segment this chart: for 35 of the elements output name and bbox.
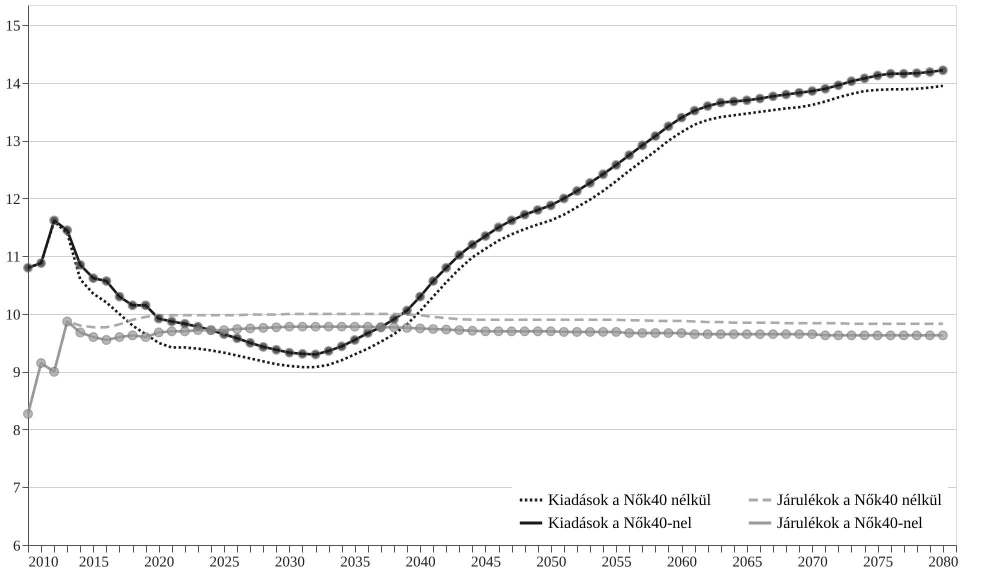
point bbox=[62, 316, 72, 326]
x-tick-label: 2020 bbox=[144, 554, 174, 570]
x-tick-label: 2015 bbox=[78, 554, 109, 570]
x-tick-label: 2035 bbox=[340, 554, 370, 570]
y-tick-label: 9 bbox=[13, 365, 20, 382]
x-tick-label: 2040 bbox=[406, 554, 436, 570]
x-tick-label: 2065 bbox=[732, 554, 762, 570]
point bbox=[36, 358, 46, 368]
x-tick-label: 2025 bbox=[210, 554, 240, 570]
x-tick-label: 2075 bbox=[863, 554, 894, 570]
point bbox=[23, 262, 33, 273]
y-tick-label: 10 bbox=[6, 307, 20, 324]
legend-label: Járulékok a Nők40-nel bbox=[777, 515, 924, 532]
y-tick-label: 14 bbox=[6, 76, 21, 92]
x-tick-label: 2055 bbox=[602, 554, 632, 570]
x-tick-label: 2010 bbox=[28, 554, 58, 570]
x-tick-label: 2045 bbox=[470, 554, 501, 570]
x-tick-label: 2070 bbox=[798, 554, 828, 570]
x-tick-label: 2080 bbox=[928, 554, 958, 570]
point bbox=[36, 258, 46, 268]
y-tick-label: 7 bbox=[13, 480, 21, 497]
legend-label: Járulékok a Nők40 nélkül bbox=[777, 492, 942, 509]
legend-label: Kiadások a Nők40 nélkül bbox=[548, 492, 712, 509]
y-tick-label: 15 bbox=[6, 18, 20, 35]
x-tick-label: 2030 bbox=[274, 554, 305, 570]
y-tick-label: 12 bbox=[6, 192, 20, 208]
y-tick-label: 13 bbox=[6, 134, 20, 150]
y-tick-label: 11 bbox=[6, 250, 20, 266]
x-tick-label: 2060 bbox=[667, 554, 698, 570]
y-tick-label: 6 bbox=[13, 538, 21, 554]
y-tick-label: 8 bbox=[13, 422, 20, 439]
point bbox=[49, 366, 60, 377]
x-tick-label: 2050 bbox=[536, 554, 566, 570]
point bbox=[23, 408, 33, 419]
legend-label: Kiadások a Nők40-nel bbox=[548, 515, 693, 532]
